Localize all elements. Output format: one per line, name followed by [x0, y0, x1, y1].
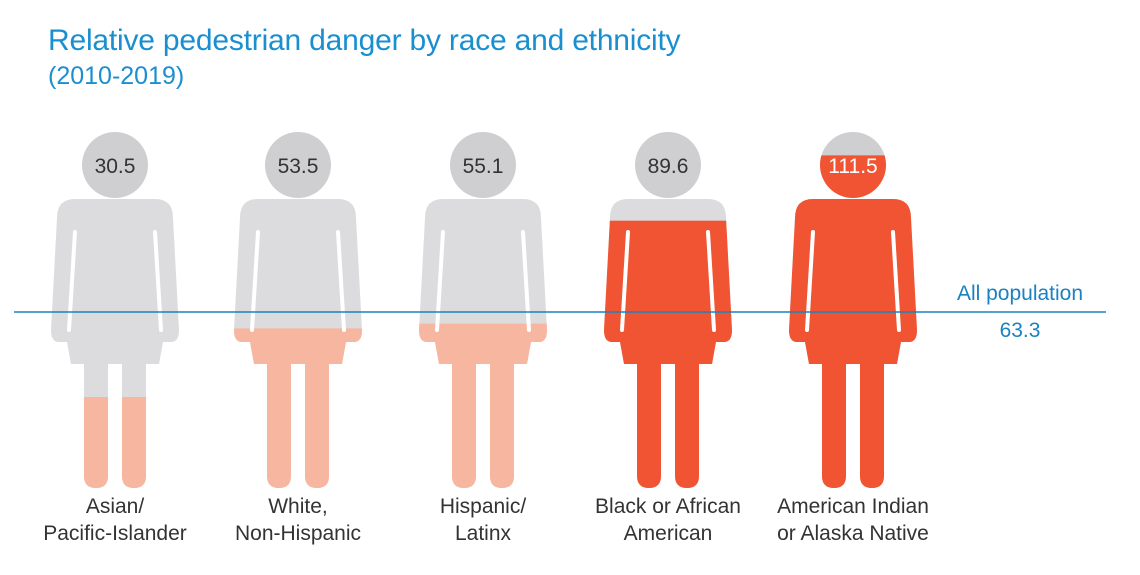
- category-label: Asian/Pacific-Islander: [43, 495, 187, 545]
- figure-head: [635, 132, 701, 198]
- arm-gap: [250, 230, 260, 332]
- arm-gap: [153, 230, 163, 332]
- chart-subtitle: (2010-2019): [48, 62, 185, 90]
- figure-head: [450, 132, 516, 198]
- reference-line-label: All population: [957, 282, 1083, 305]
- arm-gap: [620, 230, 630, 332]
- arm-gap: [805, 230, 815, 332]
- figure-1: 30.5 Asian/Pacific-Islander: [43, 132, 187, 545]
- arm-gap: [891, 230, 901, 332]
- figure-5: 111.5 American Indian or Alaska Native: [777, 132, 929, 545]
- arm-gap: [435, 230, 445, 332]
- data-label: 30.5: [95, 155, 136, 178]
- category-label: White, Non-Hispanic: [235, 495, 361, 545]
- arm-gap: [67, 230, 77, 332]
- arm-gap: [706, 230, 716, 332]
- data-label: 111.5: [828, 155, 877, 178]
- figure-3: 55.1 Hispanic/Latinx: [419, 132, 547, 545]
- figure-body-background: [51, 199, 179, 488]
- arm-gap: [521, 230, 531, 332]
- reference-line-value: 63.3: [1000, 319, 1041, 342]
- figure-2: 53.5 White, Non-Hispanic: [234, 132, 362, 545]
- figure-4: 89.6 Black or African American: [595, 132, 741, 545]
- category-label: Black or African American: [595, 495, 741, 545]
- data-label: 89.6: [648, 155, 689, 178]
- data-label: 55.1: [463, 155, 504, 178]
- chart-title: Relative pedestrian danger by race and e…: [48, 24, 681, 57]
- figure-head: [265, 132, 331, 198]
- category-label: Hispanic/Latinx: [440, 495, 527, 545]
- figure-head: [82, 132, 148, 198]
- arm-gap: [336, 230, 346, 332]
- data-label: 53.5: [278, 155, 319, 178]
- category-label: American Indian or Alaska Native: [777, 495, 929, 545]
